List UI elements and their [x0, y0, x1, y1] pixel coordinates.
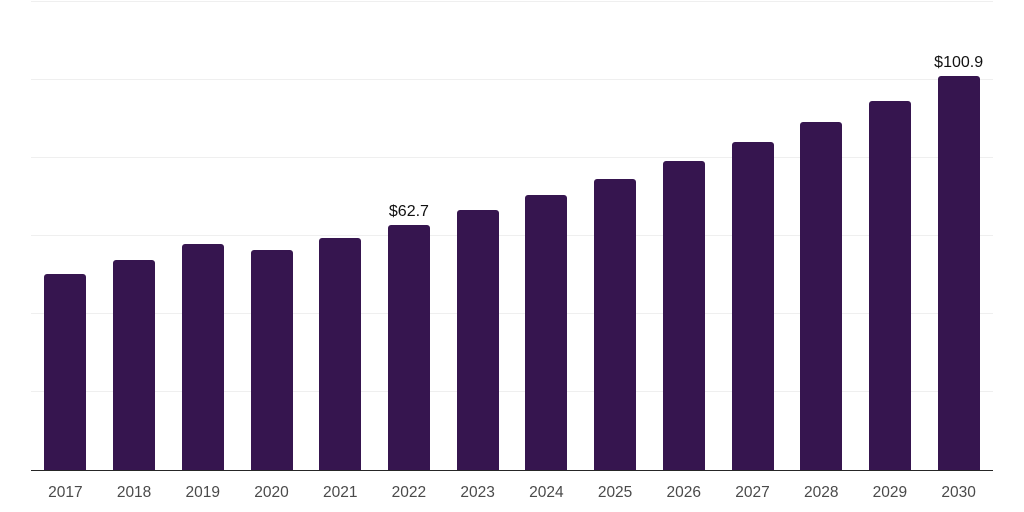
bar-2020[interactable] — [250, 249, 293, 470]
bar-2025[interactable] — [594, 179, 637, 470]
bar-2029[interactable] — [868, 100, 911, 470]
bar-2022[interactable] — [387, 224, 430, 470]
x-tick-label-2024: 2024 — [529, 484, 564, 501]
gridline-120 — [31, 1, 993, 2]
bar-2017[interactable] — [44, 273, 87, 470]
x-tick-label-2018: 2018 — [116, 484, 152, 501]
x-tick-label-2021: 2021 — [322, 484, 358, 501]
x-tick-label-2026: 2026 — [666, 484, 702, 501]
x-tick-label-2027: 2027 — [735, 484, 770, 501]
x-axis-line — [31, 469, 993, 471]
bar-2024[interactable] — [525, 195, 568, 470]
bar-2026[interactable] — [662, 161, 705, 470]
bar-2018[interactable] — [113, 259, 156, 470]
x-tick-label-2022: 2022 — [391, 484, 427, 501]
bar-2030[interactable] — [937, 75, 980, 470]
x-tick-label-2030: 2030 — [941, 484, 976, 501]
bar-2028[interactable] — [800, 122, 843, 470]
x-tick-label-2028: 2028 — [803, 484, 839, 501]
x-tick-label-2023: 2023 — [460, 484, 495, 501]
gridline-100 — [31, 79, 993, 81]
bar-2021[interactable] — [319, 237, 362, 470]
gridline-80 — [31, 157, 993, 159]
bar-2019[interactable] — [181, 243, 224, 470]
x-tick-label-2017: 2017 — [48, 484, 83, 501]
data-label-2030: $100.9 — [934, 53, 984, 71]
bar-2023[interactable] — [456, 210, 499, 470]
x-tick-label-2020: 2020 — [254, 484, 289, 501]
gridline-60 — [31, 235, 993, 237]
data-label-2022: $62.7 — [388, 202, 429, 220]
x-tick-label-2029: 2029 — [872, 484, 908, 501]
gridline-40 — [31, 313, 993, 315]
bar-2027[interactable] — [731, 142, 774, 470]
x-tick-label-2025: 2025 — [597, 484, 633, 501]
x-tick-label-2019: 2019 — [185, 484, 221, 501]
gridline-20 — [31, 391, 993, 393]
